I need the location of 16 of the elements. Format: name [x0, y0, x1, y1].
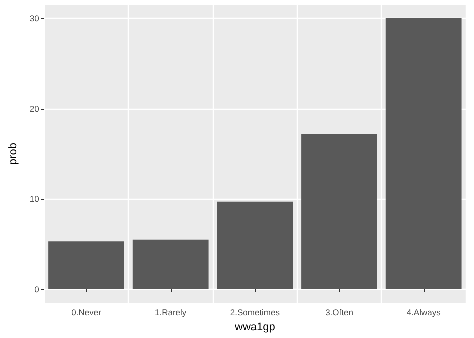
y-tick-label: 10 [30, 194, 40, 204]
x-tick-label: 1.Rarely [155, 308, 188, 318]
bar [48, 242, 124, 290]
x-tick-label: 2.Sometimes [230, 308, 280, 318]
x-tick-label: 0.Never [72, 308, 102, 318]
y-tick-label: 0 [34, 284, 40, 295]
bar [386, 18, 462, 290]
y-tick-label: 30 [30, 14, 40, 24]
bar [132, 240, 209, 290]
x-axis-title: wwa1gp [234, 322, 276, 334]
x-tick-label: 4.Always [406, 308, 441, 318]
y-axis-title: prob [8, 143, 20, 166]
bar [302, 134, 378, 290]
x-tick-label: 3.Often [326, 308, 354, 318]
bar [217, 202, 294, 290]
y-tick-label: 20 [30, 104, 40, 114]
